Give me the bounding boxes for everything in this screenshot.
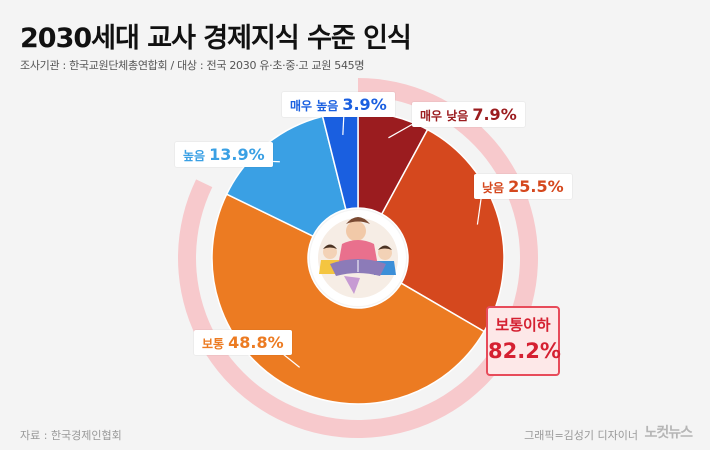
- slice-label-very-low: 매우 낮음 7.9%: [412, 102, 525, 127]
- slice-label-low: 낮음 25.5%: [474, 174, 572, 199]
- slice-label-normal: 보통 48.8%: [194, 330, 292, 355]
- slice-label-very-high: 매우 높음 3.9%: [282, 92, 395, 117]
- slice-name: 낮음: [482, 181, 505, 195]
- highlight-callout: 보통이하 82.2%: [486, 306, 561, 376]
- slice-value: 48.8%: [228, 333, 284, 352]
- slice-value: 7.9%: [472, 105, 517, 124]
- child-left-head: [323, 245, 337, 259]
- slice-name: 매우 높음: [290, 99, 339, 113]
- slice-value: 3.9%: [342, 95, 387, 114]
- teacher-head: [346, 221, 366, 241]
- slice-label-high: 높음 13.9%: [175, 142, 273, 167]
- teacher-hair: [346, 217, 370, 224]
- child-left-hair: [323, 244, 337, 249]
- slice-name: 보통: [202, 337, 225, 351]
- donut-slice: [380, 128, 505, 333]
- slice-value: 25.5%: [508, 177, 564, 196]
- child-right-head: [378, 246, 392, 260]
- page-subtitle: 조사기관 : 한국교원단체총연합회 / 대상 : 전국 2030 유·초·중·고…: [20, 59, 365, 72]
- highlight-name: 보통이하: [495, 316, 551, 334]
- slice-name: 높음: [183, 149, 206, 163]
- slice-value: 13.9%: [209, 145, 265, 164]
- page-title: 2030세대 교사 경제지식 수준 인식: [20, 23, 412, 54]
- teacher-skirt: [344, 276, 360, 294]
- brand-logo: 노컷뉴스: [644, 425, 693, 441]
- slice-name: 매우 낮음: [420, 109, 469, 123]
- highlight-value: 82.2%: [488, 339, 561, 363]
- teacher-body: [338, 240, 378, 266]
- source-note: 자료 : 한국경제인협회: [20, 429, 122, 442]
- child-right-hair: [378, 245, 392, 250]
- credit-note: 그래픽=김성기 디자이너: [524, 429, 638, 442]
